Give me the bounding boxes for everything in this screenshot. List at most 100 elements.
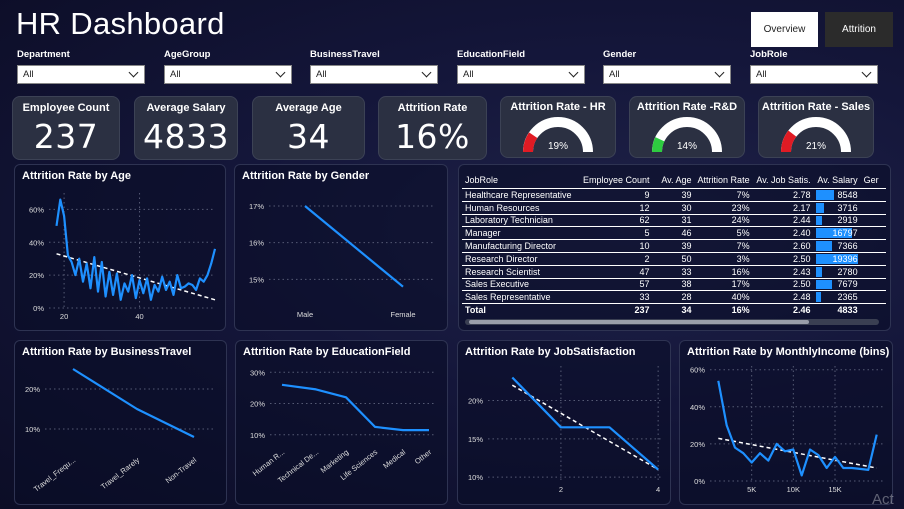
table-row[interactable]: Research Director 2 50 3% 2.50 19396 — [462, 252, 886, 266]
y-tick-label: 0% — [694, 477, 705, 486]
column-header[interactable]: JobRole — [462, 168, 580, 189]
table-cell: Laboratory Technician — [462, 214, 580, 228]
slicer-label: Department — [17, 49, 70, 60]
y-tick-label: 15% — [249, 275, 264, 284]
x-tick-label: 4 — [656, 485, 660, 494]
gauge-label: Attrition Rate - HR — [510, 101, 606, 113]
table-cell: Manufacturing Director — [462, 239, 580, 253]
y-tick-label: 10% — [468, 473, 483, 482]
chart-attrition-by-jobsatisfaction: Attrition Rate by JobSatisfaction 20% 15%… — [457, 340, 671, 505]
y-tick-label: 20% — [468, 397, 483, 406]
y-tick-label: 20% — [25, 385, 40, 394]
x-tick-label: Medical — [381, 447, 407, 470]
table-cell: 2 — [580, 252, 653, 266]
column-header[interactable]: Av. Age — [652, 168, 695, 189]
chevron-down-icon — [714, 67, 725, 78]
salary-value: 16797 — [832, 228, 858, 239]
x-tick-label: 10K — [787, 485, 800, 494]
table-cell: 40% — [694, 290, 753, 305]
table-row[interactable]: Manufacturing Director 10 39 7% 2.60 7366 — [462, 239, 886, 253]
y-tick-label: 15% — [468, 435, 483, 444]
table-cell: 2.43 — [752, 265, 814, 279]
column-header[interactable]: Av. Salary — [813, 168, 861, 189]
x-tick-label: Female — [390, 310, 415, 319]
series-line — [304, 205, 404, 288]
department-dropdown[interactable]: All — [17, 65, 145, 84]
table-row[interactable]: Laboratory Technician 62 31 24% 2.44 2919 — [462, 214, 886, 228]
table-cell: 50 — [652, 252, 695, 266]
column-header[interactable]: Ger — [860, 168, 886, 189]
table-cell: 57 — [580, 278, 653, 292]
horizontal-scrollbar[interactable] — [465, 319, 879, 325]
table-total-row[interactable]: Total 237 34 16% 2.46 4833 — [462, 304, 886, 317]
column-header[interactable]: Attrition Rate — [694, 168, 753, 189]
x-tick-label: 15K — [828, 485, 841, 494]
overview-button[interactable]: Overview — [751, 12, 818, 47]
scrollbar-thumb[interactable] — [469, 320, 809, 324]
y-tick-label: 40% — [29, 238, 44, 247]
table-cell: Human Resources — [462, 201, 580, 215]
table-cell: 16797 — [813, 226, 861, 241]
businesstravel-dropdown[interactable]: All — [310, 65, 438, 84]
attrition-button[interactable]: Attrition — [825, 12, 893, 47]
table-cell: 5% — [694, 226, 753, 241]
slicer-agegroup: AgeGroup All — [164, 49, 292, 84]
table-cell: 2.44 — [752, 214, 814, 228]
dropdown-value: All — [316, 69, 327, 80]
y-tick-label: 20% — [690, 440, 705, 449]
gender-dropdown[interactable]: All — [603, 65, 731, 84]
x-tick-label: Non-Travel — [164, 455, 199, 485]
table-row[interactable]: Healthcare Representative 9 39 7% 2.78 8548 — [462, 188, 886, 202]
table-cell: 7679 — [813, 278, 861, 292]
gauge-dial — [781, 117, 851, 153]
educationfield-dropdown[interactable]: All — [457, 65, 585, 84]
table-row[interactable]: Sales Representative 33 28 40% 2.48 2365 — [462, 290, 886, 305]
salary-databar — [815, 241, 832, 251]
table-cell: 2.60 — [752, 239, 814, 253]
gauge-attrition-hr: Attrition Rate - HR 19% — [500, 96, 616, 158]
slicer-gender: Gender All — [603, 49, 731, 84]
gauge-value: 14% — [676, 141, 697, 152]
table-cell: 38 — [652, 278, 695, 292]
dropdown-value: All — [756, 69, 767, 80]
table-cell — [860, 239, 886, 253]
table-row[interactable]: Human Resources 12 30 23% 2.17 3716 — [462, 201, 886, 215]
dropdown-value: All — [463, 69, 474, 80]
table-cell: 8548 — [813, 188, 861, 202]
chart-title: Attrition Rate by JobSatisfaction — [465, 346, 636, 358]
salary-value: 7679 — [837, 279, 858, 290]
salary-databar — [815, 228, 852, 239]
table-cell: 31 — [652, 214, 695, 228]
salary-databar — [815, 202, 824, 213]
salary-databar — [815, 190, 835, 200]
table-cell — [860, 201, 886, 215]
kpi-value: 237 — [33, 117, 99, 156]
y-tick-label: 17% — [249, 202, 264, 211]
table-cell: 7366 — [813, 239, 861, 253]
table-cell: 2.46 — [793, 305, 811, 316]
y-tick-label: 10% — [25, 425, 40, 434]
table-cell: Sales Executive — [462, 278, 580, 292]
table-cell: 3% — [694, 252, 753, 266]
jobrole-dropdown[interactable]: All — [750, 65, 878, 84]
chart-attrition-by-businesstravel: Attrition Rate by BusinessTravel 20% 10% T… — [14, 340, 227, 505]
table-row[interactable]: Sales Executive 57 38 17% 2.50 7679 — [462, 278, 886, 292]
table-cell: 7% — [694, 239, 753, 253]
column-header[interactable]: Av. Job Satis. — [752, 168, 814, 189]
series-line — [511, 376, 659, 471]
salary-value: 3716 — [837, 202, 858, 213]
column-header[interactable]: Employee Count — [580, 168, 653, 189]
table-row[interactable]: Manager 5 46 5% 2.40 16797 — [462, 226, 886, 241]
salary-databar — [815, 292, 821, 303]
slicer-department: Department All — [17, 49, 145, 84]
x-tick-label: 5K — [747, 485, 756, 494]
page-title: HR Dashboard — [16, 6, 225, 41]
table-row[interactable]: Research Scientist 47 33 16% 2.43 2780 — [462, 265, 886, 279]
table-cell: 2.48 — [752, 290, 814, 305]
agegroup-dropdown[interactable]: All — [164, 65, 292, 84]
table-cell: 39 — [652, 188, 695, 202]
chart-attrition-by-gender: Attrition Rate by Gender 17% 16% 15% Male Fe… — [234, 164, 448, 331]
table-cell: 17% — [694, 278, 753, 292]
table-cell: 46 — [652, 226, 695, 241]
series-line — [717, 380, 878, 477]
